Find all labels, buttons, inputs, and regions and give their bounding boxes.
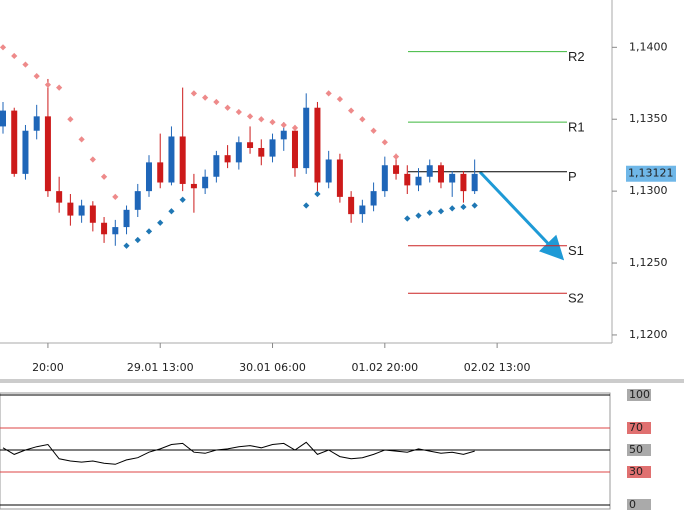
candle-body bbox=[381, 165, 388, 192]
candle-body bbox=[0, 110, 6, 127]
candle-body bbox=[370, 191, 377, 206]
candle-body bbox=[224, 155, 231, 163]
y-tick-label: 1,1250 bbox=[629, 256, 668, 269]
candle-body bbox=[247, 142, 254, 148]
rsi-line bbox=[2, 441, 475, 465]
candle-body bbox=[202, 176, 209, 189]
y-tick-label: 0 bbox=[629, 498, 636, 510]
sar-dot bbox=[190, 90, 198, 97]
y-tick-label: 1,1200 bbox=[629, 328, 668, 341]
separator bbox=[0, 379, 684, 383]
candle-body bbox=[258, 147, 265, 157]
candle-body bbox=[56, 191, 63, 203]
current-price-box bbox=[626, 165, 676, 182]
candle-body bbox=[471, 173, 478, 192]
sar-dot bbox=[213, 98, 220, 106]
sar-dot bbox=[179, 196, 186, 203]
sar-dot bbox=[33, 72, 40, 80]
candle-body bbox=[235, 142, 242, 163]
tick-label-bg bbox=[627, 444, 651, 456]
sar-dot bbox=[235, 108, 242, 116]
pivot-label: S1 bbox=[568, 243, 584, 258]
sar-dot bbox=[123, 242, 130, 249]
candle-body bbox=[213, 155, 220, 177]
candle-body bbox=[190, 183, 197, 189]
x-tick-label: 30.01 06:00 bbox=[239, 361, 306, 374]
x-tick-label: 29.01 13:00 bbox=[127, 361, 194, 374]
candle-body bbox=[348, 196, 355, 215]
x-tick-label: 02.02 13:00 bbox=[464, 361, 531, 374]
sar-dot bbox=[44, 81, 52, 88]
candle-body bbox=[123, 209, 130, 228]
candle-body bbox=[67, 202, 74, 216]
candle-body bbox=[44, 116, 51, 192]
candle-body bbox=[393, 165, 400, 174]
forecast-arrow bbox=[478, 170, 565, 261]
tick-label-bg bbox=[627, 422, 651, 434]
pivot-label: R2 bbox=[568, 49, 585, 64]
sar-dot bbox=[460, 203, 467, 211]
pivot-label: P bbox=[568, 169, 577, 184]
x-tick-label: 01.02 20:00 bbox=[351, 361, 418, 374]
sar-dot bbox=[168, 208, 175, 215]
pivot-label: S2 bbox=[568, 291, 584, 306]
candle-body bbox=[22, 130, 29, 174]
y-tick-label: 30 bbox=[629, 465, 643, 478]
tick-label-bg bbox=[627, 499, 651, 510]
candle-body bbox=[449, 173, 456, 183]
candle-body bbox=[415, 176, 422, 186]
sar-dot bbox=[100, 173, 108, 180]
y-tick-label: 100 bbox=[629, 388, 650, 401]
y-tick-label: 1,1400 bbox=[629, 40, 668, 53]
tick-label-bg bbox=[627, 466, 651, 478]
candle-body bbox=[426, 165, 433, 177]
candle-body bbox=[78, 205, 85, 216]
candle-body bbox=[314, 107, 321, 183]
sar-dot bbox=[67, 116, 74, 123]
sar-dot bbox=[157, 219, 164, 226]
sar-dot bbox=[112, 193, 119, 200]
sar-dot bbox=[134, 236, 141, 244]
y-tick-label: 70 bbox=[629, 421, 643, 434]
candle-body bbox=[336, 159, 343, 197]
sar-dot bbox=[22, 61, 29, 68]
candle-body bbox=[157, 162, 164, 183]
candle-body bbox=[179, 136, 186, 184]
candle-body bbox=[325, 159, 332, 183]
candle-body bbox=[33, 116, 40, 131]
candle-body bbox=[437, 165, 444, 183]
tick-label-bg bbox=[627, 389, 651, 401]
y-tick-label: 1,1350 bbox=[629, 112, 668, 125]
current-price-label: 1,13121 bbox=[628, 167, 674, 180]
pivot-label: R1 bbox=[568, 120, 585, 135]
candle-body bbox=[112, 227, 119, 235]
candle-body bbox=[168, 136, 175, 183]
candle-body bbox=[89, 205, 96, 223]
candle-body bbox=[291, 130, 298, 169]
candle-body bbox=[359, 205, 366, 215]
sar-dot bbox=[471, 202, 478, 209]
candle-body bbox=[404, 173, 411, 186]
candle-body bbox=[303, 107, 310, 169]
sar-dot bbox=[224, 104, 231, 111]
sar-dot bbox=[202, 94, 209, 101]
sar-dot bbox=[303, 202, 310, 209]
y-tick-label: 50 bbox=[629, 443, 643, 456]
candle-body bbox=[11, 110, 18, 174]
candle-body bbox=[460, 173, 467, 192]
candle-body bbox=[145, 162, 152, 192]
y-tick-label: 1,1300 bbox=[629, 184, 668, 197]
rsi-frame bbox=[0, 392, 611, 510]
candle-body bbox=[101, 222, 108, 235]
sar-dot bbox=[246, 113, 254, 120]
candle-body bbox=[134, 191, 141, 210]
candle-body bbox=[269, 139, 276, 157]
candle-body bbox=[280, 130, 287, 140]
x-tick-label: 20:00 bbox=[32, 361, 64, 374]
